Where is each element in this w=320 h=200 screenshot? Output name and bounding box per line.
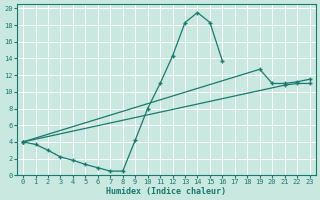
X-axis label: Humidex (Indice chaleur): Humidex (Indice chaleur) — [106, 187, 226, 196]
